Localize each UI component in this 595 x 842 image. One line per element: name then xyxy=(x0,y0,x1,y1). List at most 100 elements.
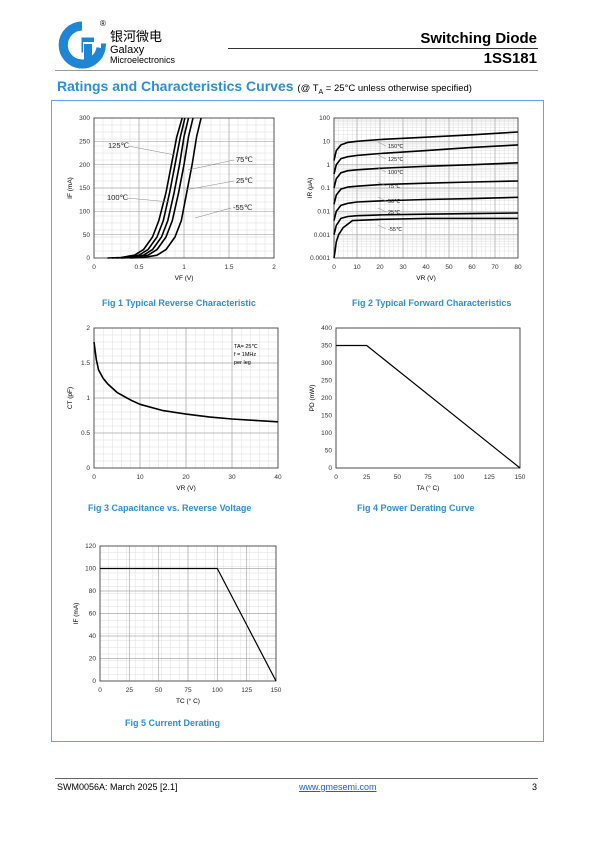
x-tick-label: 150 xyxy=(515,474,526,481)
x-tick-label: 25 xyxy=(363,474,371,481)
section-title-text: Ratings and Characteristics Curves xyxy=(57,78,294,94)
x-axis-label: TA (° C) xyxy=(417,484,440,492)
series-leader-line xyxy=(377,154,387,160)
y-tick-label: 350 xyxy=(321,343,332,350)
x-tick-label: 40 xyxy=(274,474,282,481)
part-number: 1SS181 xyxy=(483,50,537,67)
x-tick-label: 10 xyxy=(353,264,361,271)
series-label: 75℃ xyxy=(236,155,253,164)
x-tick-label: 30 xyxy=(228,474,236,481)
series-leader-line xyxy=(194,207,232,219)
chart-fig5: 0 25 50 75 100 125 150 0 20 40 60 80 100 120 TC (° C) I… xyxy=(73,543,282,705)
y-tick-label: 200 xyxy=(321,395,332,402)
series-line xyxy=(333,144,519,175)
y-tick-label: 0 xyxy=(328,465,332,472)
series-leader-line xyxy=(377,207,387,213)
galaxy-logo-icon xyxy=(58,21,107,69)
series-line xyxy=(120,117,194,259)
series-line xyxy=(333,180,519,205)
series-leader-line xyxy=(377,141,387,147)
x-tick-label: 125 xyxy=(484,474,495,481)
y-tick-label: 1 xyxy=(326,162,330,169)
x-tick-label: 10 xyxy=(136,474,144,481)
x-tick-label: 50 xyxy=(394,474,402,481)
y-tick-label: 300 xyxy=(321,360,332,367)
y-tick-label: 300 xyxy=(79,115,90,122)
y-tick-label: 150 xyxy=(79,185,90,192)
charts-frame xyxy=(51,100,544,742)
series-label: -55℃ xyxy=(233,203,253,212)
y-tick-label: 120 xyxy=(85,543,96,550)
y-tick-label: 40 xyxy=(89,633,97,640)
series-leader-line xyxy=(377,196,387,202)
y-tick-label: 50 xyxy=(325,448,333,455)
y-tick-label: 100 xyxy=(85,566,96,573)
series-label: 100℃ xyxy=(388,170,404,176)
y-tick-label: 0 xyxy=(86,255,90,262)
y-axis-label: IF (mA) xyxy=(67,177,74,199)
website-link[interactable]: www.gmesemi.com xyxy=(299,782,377,792)
x-tick-label: 75 xyxy=(424,474,432,481)
y-tick-label: 200 xyxy=(79,162,90,169)
y-tick-label: 0.0001 xyxy=(310,255,330,262)
series-line xyxy=(333,217,518,259)
x-tick-label: 60 xyxy=(468,264,476,271)
brand-name: Galaxy xyxy=(110,44,145,56)
x-tick-label: 70 xyxy=(491,264,499,271)
y-tick-label: 100 xyxy=(79,209,90,216)
plot-border xyxy=(335,327,521,469)
y-tick-label: 0.01 xyxy=(317,209,330,216)
x-tick-label: 1.5 xyxy=(224,264,233,271)
plot-border xyxy=(99,545,277,682)
x-tick-label: 100 xyxy=(212,687,223,694)
x-tick-label: 0 xyxy=(92,474,96,481)
y-tick-label: 10 xyxy=(323,139,331,146)
series-leader-line xyxy=(126,197,171,203)
series-line xyxy=(129,117,202,259)
x-tick-label: 50 xyxy=(445,264,453,271)
plot-area xyxy=(335,327,521,469)
x-tick-label: 0 xyxy=(334,474,338,481)
header-divider-lower xyxy=(55,70,538,71)
series-label: 150℃ xyxy=(388,144,404,150)
series-leader-line xyxy=(184,180,235,191)
x-axis-label: VR (V) xyxy=(416,275,436,282)
x-tick-label: 1 xyxy=(182,264,186,271)
section-title: Ratings and Characteristics Curves (@ TA… xyxy=(57,78,472,96)
x-axis-label: TC (° C) xyxy=(176,697,200,705)
x-tick-label: 150 xyxy=(271,687,282,694)
x-tick-label: 125 xyxy=(241,687,252,694)
x-tick-label: 20 xyxy=(182,474,190,481)
page-number: 3 xyxy=(531,782,537,792)
registered-mark: ® xyxy=(100,19,106,28)
document-revision: SWM0056A: March 2025 [2.1] xyxy=(57,782,178,792)
header-divider xyxy=(228,48,538,49)
series-label: 125℃ xyxy=(388,157,404,163)
x-tick-label: 30 xyxy=(399,264,407,271)
brand-chinese-name: 银河微电 xyxy=(110,29,163,44)
fig2-caption: Fig 2 Typical Forward Characteristics xyxy=(352,298,512,308)
chart-fig1: 0 0.5 1 1.5 2 0 50 100 150 200 250 300 VF (V) IF (mA)… xyxy=(67,115,276,282)
fig4-caption: Fig 4 Power Derating Curve xyxy=(357,503,475,513)
x-tick-label: 25 xyxy=(126,687,134,694)
series-leader-line xyxy=(377,224,387,230)
y-tick-label: 0.1 xyxy=(321,185,330,192)
series-line xyxy=(333,212,519,235)
x-tick-label: 0 xyxy=(92,264,96,271)
series-line xyxy=(333,131,519,161)
chart-annotation: TA= 25℃ xyxy=(234,344,258,350)
y-tick-label: 250 xyxy=(79,139,90,146)
y-tick-label: 150 xyxy=(321,413,332,420)
chart-fig2: 0 10 20 30 40 50 60 70 80 0.0001 0.001 0.01 0.1 1 10 10… xyxy=(307,115,522,282)
chart-annotation: per leg xyxy=(234,360,251,366)
series-label: 125℃ xyxy=(108,141,130,150)
plot-border xyxy=(93,327,279,469)
x-tick-label: 0.5 xyxy=(134,264,143,271)
x-tick-label: 0 xyxy=(98,687,102,694)
series-line xyxy=(333,162,519,189)
y-axis-label: CT (pF) xyxy=(67,387,74,409)
series-leader-line xyxy=(187,159,235,171)
chart-annotation: f = 1MHz xyxy=(234,352,256,358)
series-label: 25℃ xyxy=(388,210,401,216)
x-tick-label: 75 xyxy=(184,687,192,694)
